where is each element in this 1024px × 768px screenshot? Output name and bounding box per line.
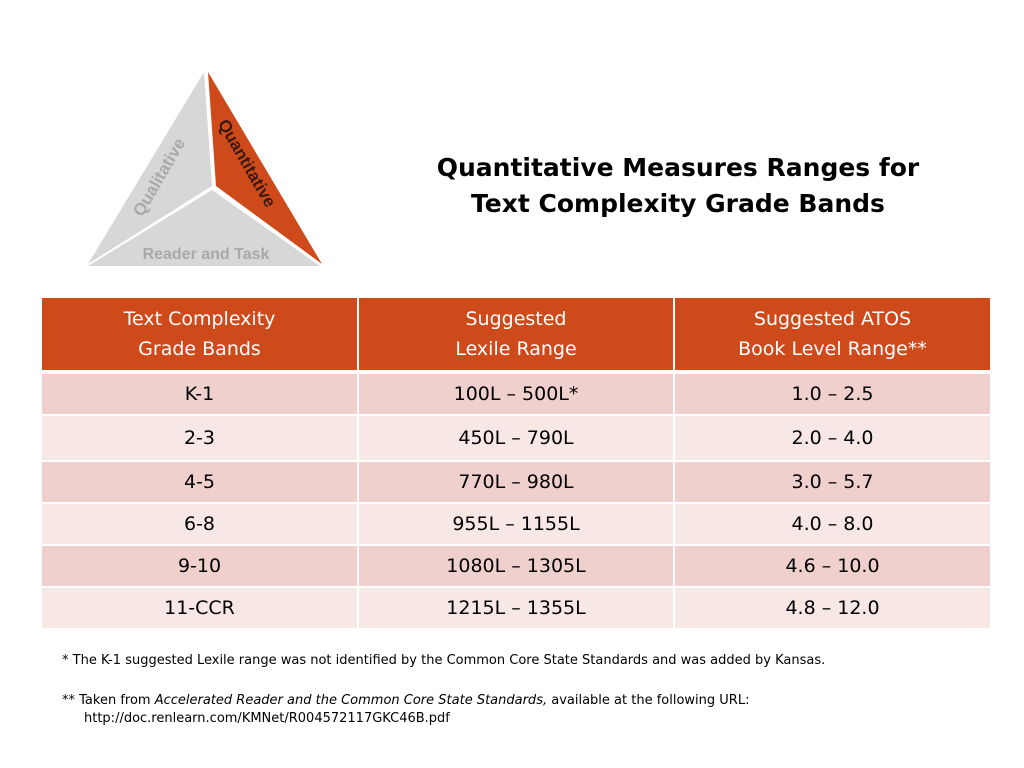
table-header-row: Text Complexity Grade Bands Suggested Le… xyxy=(42,298,990,374)
table-row: K-1 100L – 500L* 1.0 – 2.5 xyxy=(42,372,990,416)
table-row: 6-8 955L – 1155L 4.0 – 8.0 xyxy=(42,503,990,546)
page-title: Quantitative Measures Ranges for Text Co… xyxy=(360,150,996,222)
atos-range-cell: 4.8 – 12.0 xyxy=(674,587,990,630)
lexile-range-cell: 770L – 980L xyxy=(358,461,675,504)
lexile-range-cell: 1080L – 1305L xyxy=(358,545,675,588)
lexile-range-cell: 450L – 790L xyxy=(358,415,675,462)
footnote-1: * The K-1 suggested Lexile range was not… xyxy=(62,653,826,668)
header-lexile-range: Suggested Lexile Range xyxy=(358,298,675,374)
grade-band-cell: 11-CCR xyxy=(42,587,359,630)
text-complexity-triangle-logo: Qualitative Quantitative Reader and Task xyxy=(88,72,322,266)
atos-range-cell: 3.0 – 5.7 xyxy=(674,461,990,504)
table-row: 9-10 1080L – 1305L 4.6 – 10.0 xyxy=(42,545,990,588)
footnote-2-suffix: available at the following URL: xyxy=(547,693,750,708)
footnote-2-source-title: Accelerated Reader and the Common Core S… xyxy=(154,693,548,708)
grade-band-cell: 9-10 xyxy=(42,545,359,588)
header-grade-bands: Text Complexity Grade Bands xyxy=(42,298,359,374)
table-row: 2-3 450L – 790L 2.0 – 4.0 xyxy=(42,415,990,462)
page-title-line-1: Quantitative Measures Ranges for xyxy=(436,153,920,182)
footnotes: * The K-1 suggested Lexile range was not… xyxy=(62,652,1002,728)
lexile-range-cell: 1215L – 1355L xyxy=(358,587,675,630)
atos-range-cell: 4.0 – 8.0 xyxy=(674,503,990,546)
source-url-link[interactable]: http://doc.renlearn.com/KMNet/R004572117… xyxy=(84,711,450,726)
reader-task-panel xyxy=(88,190,320,266)
reader-and-task-label: Reader and Task xyxy=(143,246,270,263)
table-row: 11-CCR 1215L – 1355L 4.8 – 12.0 xyxy=(42,587,990,630)
grade-band-cell: 6-8 xyxy=(42,503,359,546)
footnote-2-prefix: ** Taken from xyxy=(62,693,155,708)
footnote-2: ** Taken from Accelerated Reader and the… xyxy=(62,692,1002,710)
header-atos-range: Suggested ATOS Book Level Range** xyxy=(674,298,990,374)
grade-bands-table: Text Complexity Grade Bands Suggested Le… xyxy=(42,298,990,630)
atos-range-cell: 4.6 – 10.0 xyxy=(674,545,990,588)
table-row: 4-5 770L – 980L 3.0 – 5.7 xyxy=(42,461,990,504)
page-title-line-2: Text Complexity Grade Bands xyxy=(471,189,885,218)
grade-band-cell: K-1 xyxy=(42,372,359,416)
grade-band-cell: 4-5 xyxy=(42,461,359,504)
qualitative-panel xyxy=(88,72,212,264)
atos-range-cell: 2.0 – 4.0 xyxy=(674,415,990,462)
quantitative-panel xyxy=(208,72,322,264)
lexile-range-cell: 955L – 1155L xyxy=(358,503,675,546)
atos-range-cell: 1.0 – 2.5 xyxy=(674,372,990,416)
lexile-range-cell: 100L – 500L* xyxy=(358,372,675,416)
grade-band-cell: 2-3 xyxy=(42,415,359,462)
